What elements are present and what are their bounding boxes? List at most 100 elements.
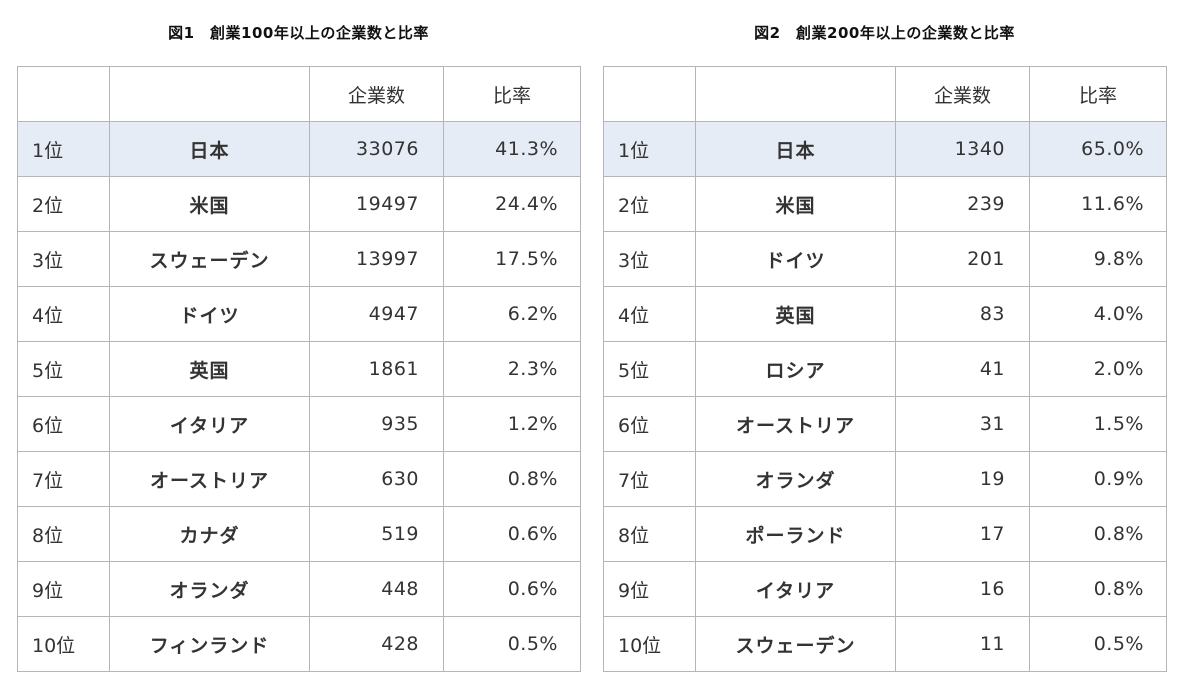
- ratio-cell: 2.3%: [443, 341, 581, 397]
- company-count-cell: 83: [895, 286, 1030, 342]
- rank-cell: 9位: [17, 561, 110, 617]
- company-count-cell: 935: [309, 396, 444, 452]
- figure-1-table: 企業数 比率 1位 日本 33076 41.3% 2位 米国 19497 24.4% 3位 スウェーデ…: [17, 66, 581, 672]
- ratio-cell: 1.2%: [443, 396, 581, 452]
- rank-cell: 5位: [603, 341, 696, 397]
- country-cell: スウェーデン: [109, 231, 310, 287]
- rank-cell: 7位: [17, 451, 110, 507]
- rank-cell: 2位: [603, 176, 696, 232]
- company-count-cell: 448: [309, 561, 444, 617]
- country-cell: イタリア: [695, 561, 896, 617]
- company-count-cell: 16: [895, 561, 1030, 617]
- figure-2-title: 図2 創業200年以上の企業数と比率: [754, 24, 1015, 42]
- rank-cell: 4位: [17, 286, 110, 342]
- table-row: 5位 ロシア 41 2.0%: [603, 341, 1167, 397]
- company-count-cell: 17: [895, 506, 1030, 562]
- country-cell: ポーランド: [695, 506, 896, 562]
- ratio-cell: 2.0%: [1029, 341, 1167, 397]
- ratio-cell: 9.8%: [1029, 231, 1167, 287]
- country-cell: 米国: [695, 176, 896, 232]
- ratio-cell: 24.4%: [443, 176, 581, 232]
- table-header-row: 企業数 比率: [603, 66, 1167, 122]
- header-ratio: 比率: [443, 66, 581, 122]
- company-count-cell: 11: [895, 616, 1030, 672]
- company-count-cell: 33076: [309, 121, 444, 177]
- table-row: 2位 米国 239 11.6%: [603, 176, 1167, 232]
- country-cell: 日本: [109, 121, 310, 177]
- company-count-cell: 1861: [309, 341, 444, 397]
- ratio-cell: 17.5%: [443, 231, 581, 287]
- company-count-cell: 13997: [309, 231, 444, 287]
- table-row: 4位 ドイツ 4947 6.2%: [17, 286, 581, 342]
- ratio-cell: 0.8%: [443, 451, 581, 507]
- ratio-cell: 1.5%: [1029, 396, 1167, 452]
- rank-cell: 2位: [17, 176, 110, 232]
- ratio-cell: 41.3%: [443, 121, 581, 177]
- table-row: 8位 ポーランド 17 0.8%: [603, 506, 1167, 562]
- ratio-cell: 0.5%: [443, 616, 581, 672]
- country-cell: 英国: [695, 286, 896, 342]
- company-count-cell: 1340: [895, 121, 1030, 177]
- company-count-cell: 19: [895, 451, 1030, 507]
- company-count-cell: 41: [895, 341, 1030, 397]
- ratio-cell: 0.6%: [443, 506, 581, 562]
- table-row: 6位 イタリア 935 1.2%: [17, 396, 581, 452]
- country-cell: スウェーデン: [695, 616, 896, 672]
- rank-cell: 10位: [17, 616, 110, 672]
- rank-cell: 3位: [17, 231, 110, 287]
- table-row: 9位 イタリア 16 0.8%: [603, 561, 1167, 617]
- country-cell: 日本: [695, 121, 896, 177]
- company-count-cell: 4947: [309, 286, 444, 342]
- rank-cell: 3位: [603, 231, 696, 287]
- table-row: 4位 英国 83 4.0%: [603, 286, 1167, 342]
- rank-cell: 8位: [603, 506, 696, 562]
- rank-cell: 10位: [603, 616, 696, 672]
- table-row: 7位 オランダ 19 0.9%: [603, 451, 1167, 507]
- company-count-cell: 630: [309, 451, 444, 507]
- company-count-cell: 201: [895, 231, 1030, 287]
- company-count-cell: 428: [309, 616, 444, 672]
- ratio-cell: 0.8%: [1029, 561, 1167, 617]
- ratio-cell: 0.9%: [1029, 451, 1167, 507]
- table-row: 9位 オランダ 448 0.6%: [17, 561, 581, 617]
- table-row: 1位 日本 33076 41.3%: [17, 121, 581, 177]
- country-cell: 米国: [109, 176, 310, 232]
- rank-cell: 6位: [17, 396, 110, 452]
- header-company-count: 企業数: [309, 66, 444, 122]
- rank-cell: 4位: [603, 286, 696, 342]
- country-cell: ドイツ: [695, 231, 896, 287]
- country-cell: オランダ: [695, 451, 896, 507]
- rank-cell: 1位: [17, 121, 110, 177]
- header-country: [109, 66, 310, 122]
- table-row: 1位 日本 1340 65.0%: [603, 121, 1167, 177]
- ratio-cell: 0.5%: [1029, 616, 1167, 672]
- figure-2-table: 企業数 比率 1位 日本 1340 65.0% 2位 米国 239 11.6% 3位 ドイツ 201 9.…: [603, 66, 1167, 672]
- header-rank: [603, 66, 696, 122]
- country-cell: カナダ: [109, 506, 310, 562]
- company-count-cell: 31: [895, 396, 1030, 452]
- header-rank: [17, 66, 110, 122]
- rank-cell: 5位: [17, 341, 110, 397]
- header-company-count: 企業数: [895, 66, 1030, 122]
- table-header-row: 企業数 比率: [17, 66, 581, 122]
- ratio-cell: 65.0%: [1029, 121, 1167, 177]
- rank-cell: 7位: [603, 451, 696, 507]
- table-row: 10位 フィンランド 428 0.5%: [17, 616, 581, 672]
- country-cell: オランダ: [109, 561, 310, 617]
- table-row: 10位 スウェーデン 11 0.5%: [603, 616, 1167, 672]
- header-country: [695, 66, 896, 122]
- table-row: 2位 米国 19497 24.4%: [17, 176, 581, 232]
- table-row: 5位 英国 1861 2.3%: [17, 341, 581, 397]
- country-cell: イタリア: [109, 396, 310, 452]
- company-count-cell: 19497: [309, 176, 444, 232]
- ratio-cell: 6.2%: [443, 286, 581, 342]
- country-cell: フィンランド: [109, 616, 310, 672]
- country-cell: オーストリア: [695, 396, 896, 452]
- country-cell: ドイツ: [109, 286, 310, 342]
- ratio-cell: 0.8%: [1029, 506, 1167, 562]
- country-cell: ロシア: [695, 341, 896, 397]
- table-row: 3位 ドイツ 201 9.8%: [603, 231, 1167, 287]
- figure-1-title: 図1 創業100年以上の企業数と比率: [168, 24, 429, 42]
- table-row: 7位 オーストリア 630 0.8%: [17, 451, 581, 507]
- rank-cell: 8位: [17, 506, 110, 562]
